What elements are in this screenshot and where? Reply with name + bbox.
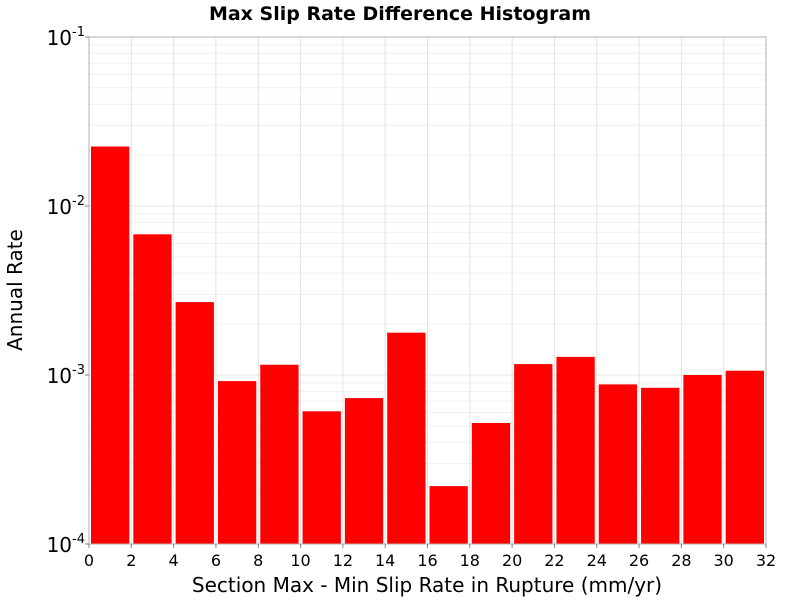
bar [598,384,638,544]
x-tick-label: 2 [126,551,136,570]
bar [471,422,511,544]
bars-group [91,146,764,545]
bar [725,370,764,544]
y-tick-base: 10 [47,26,72,50]
bar [302,411,341,544]
bar [387,332,426,544]
y-tick-exponent: -2 [72,194,85,209]
y-axis-ticks: 10-410-310-210-1 [47,25,89,557]
bar [175,302,214,544]
bar [429,486,468,544]
y-tick-label: 10-1 [47,25,85,50]
x-tick-label: 10 [290,551,310,570]
bar [260,364,299,544]
bar [91,146,130,545]
bar [683,375,722,544]
y-tick-label: 10-3 [47,363,85,388]
y-axis-label: Annual Rate [3,229,27,351]
x-tick-label: 28 [671,551,691,570]
x-tick-label: 14 [375,551,395,570]
bar [344,398,384,544]
y-tick-base: 10 [47,533,72,557]
y-tick-label: 10-4 [47,532,85,557]
x-tick-label: 30 [714,551,734,570]
x-tick-label: 8 [253,551,263,570]
x-tick-label: 22 [544,551,564,570]
x-tick-label: 32 [756,551,776,570]
x-tick-label: 0 [84,551,94,570]
x-tick-label: 12 [333,551,353,570]
x-tick-label: 24 [587,551,607,570]
x-axis-label: Section Max - Min Slip Rate in Rupture (… [192,573,662,597]
y-tick-exponent: -1 [72,25,85,40]
x-tick-label: 26 [629,551,649,570]
bar [217,381,257,544]
y-tick-base: 10 [47,364,72,388]
x-tick-label: 18 [460,551,480,570]
x-tick-label: 6 [211,551,221,570]
y-tick-exponent: -3 [72,363,85,378]
bar [641,387,680,544]
x-axis-ticks: 0 2 4 6 8 10 12 14 16 18 20 22 24 26 28 30 32 [84,544,776,570]
y-tick-label: 10-2 [47,194,85,219]
x-tick-label: 16 [417,551,437,570]
y-tick-exponent: -4 [72,532,85,547]
bar [556,356,595,544]
bar [133,234,172,544]
x-tick-label: 4 [169,551,179,570]
x-tick-label: 20 [502,551,522,570]
bar [514,364,553,544]
y-tick-base: 10 [47,195,72,219]
chart-title: Max Slip Rate Difference Histogram [209,3,591,25]
